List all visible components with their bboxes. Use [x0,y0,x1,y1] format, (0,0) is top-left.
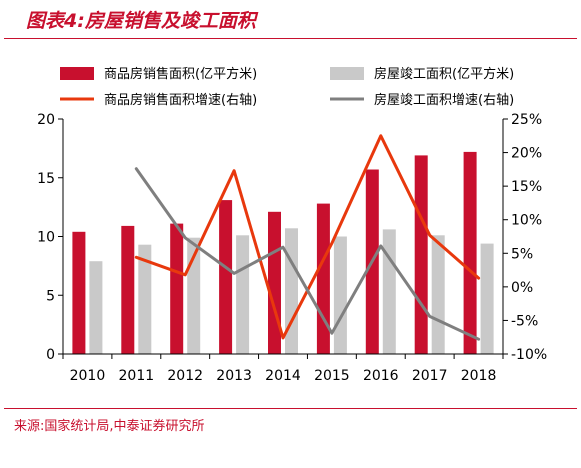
x-tick-label-2010: 2010 [70,368,106,384]
right-tick-label: 5% [511,246,533,262]
right-tick-label: 15% [511,179,542,195]
bar-sales-2017 [414,155,428,354]
left-tick-label: 15 [37,171,55,187]
source-note: 来源:国家统计局,中泰证券研究所 [14,419,205,434]
left-axis: 0 5 10 15 20 [37,112,64,363]
bar-completed-2018 [480,243,494,354]
x-tick-label-2015: 2015 [314,368,350,384]
legend-label-1: 商品房销售面积(亿平方米) [104,66,257,82]
right-tick-label: -5% [511,313,538,329]
bar-sales-2015 [316,203,330,354]
legend-label-3: 商品房销售面积增速(右轴) [104,92,257,108]
x-tick-label-2014: 2014 [265,368,301,384]
right-tick-label: 25% [511,112,542,128]
bar-completed-2011 [138,244,152,354]
left-tick-label: 0 [46,347,55,363]
left-tick-label: 10 [37,230,55,246]
bar-sales-2018 [463,151,477,354]
line-series [134,134,481,341]
legend: 商品房销售面积(亿平方米) 房屋竣工面积(亿平方米) 商品房销售面积增速(右轴) 房屋… [60,66,514,108]
bar-sales-2013 [219,200,233,354]
right-tick-label: 0% [511,280,533,296]
bar-completed-2017 [431,235,445,354]
bar-sales-2012 [170,223,184,354]
x-axis: 2010 2011 2012 2013 2014 2015 2016 2017 2018 [62,353,504,384]
bar-completed-2010 [89,261,103,354]
bar-sales-2014 [268,211,281,354]
line-completed-growth [134,167,481,341]
legend-label-4: 房屋竣工面积增速(右轴) [374,92,514,108]
bar-sales-2010 [72,231,86,354]
x-tick-label-2016: 2016 [363,368,399,384]
legend-swatch-1 [60,67,94,80]
bar-sales-2011 [121,225,135,354]
chart-title: 图表4:房屋销售及竣工面积 [26,10,256,32]
footer-rule [4,408,577,409]
x-tick-label-2018: 2018 [461,368,497,384]
right-tick-label: 20% [511,146,542,162]
bar-completed-2016 [382,229,396,354]
legend-swatch-2 [330,67,364,80]
left-tick-label: 5 [46,288,55,304]
right-tick-label: 10% [511,213,542,229]
bar-completed-2014 [285,228,298,354]
bar-completed-2013 [236,235,250,354]
x-tick-label-2013: 2013 [216,368,252,384]
bar-series [72,151,494,354]
x-tick-label-2011: 2011 [119,368,155,384]
left-tick-label: 20 [37,112,55,128]
x-tick-label-2012: 2012 [167,368,203,384]
bar-completed-2015 [333,236,347,354]
right-axis: -10% -5% 0% 5% 10% 15% 20% 25% [502,112,547,363]
x-tick-label-2017: 2017 [412,368,448,384]
legend-label-2: 房屋竣工面积(亿平方米) [374,66,514,82]
right-tick-label: -10% [511,347,547,363]
title-rule [4,38,577,39]
